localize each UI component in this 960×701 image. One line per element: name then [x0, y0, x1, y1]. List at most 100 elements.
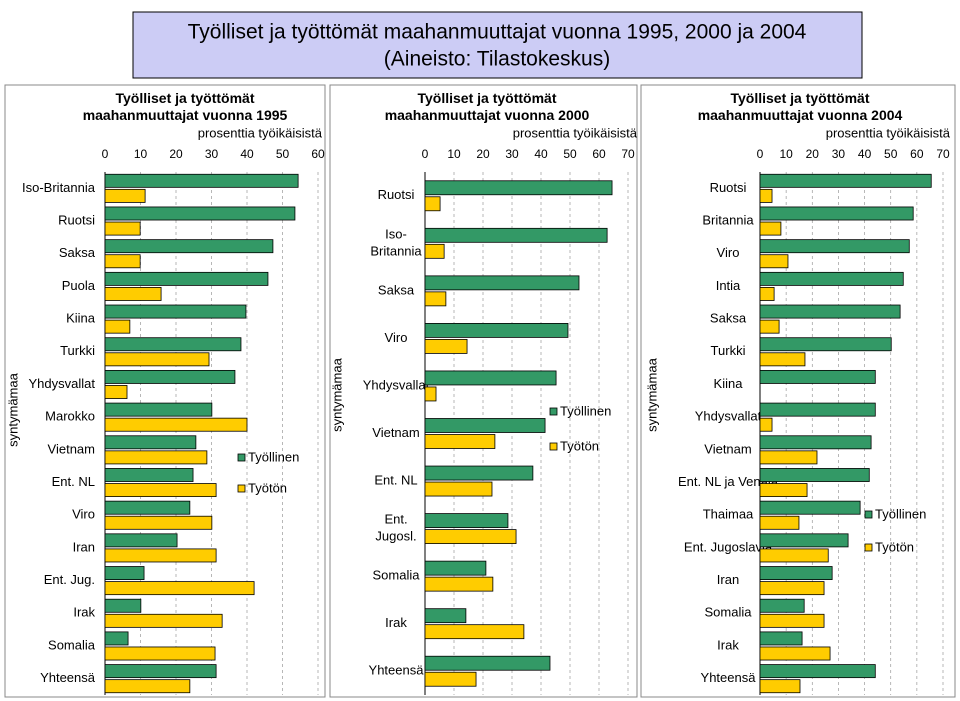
category-label: Viro — [717, 245, 740, 260]
bar — [424, 386, 437, 402]
bar — [104, 385, 128, 399]
category-label: Viro — [385, 330, 408, 345]
category-label: Ruotsi — [710, 180, 747, 195]
bar — [759, 646, 831, 661]
category-label: Saksa — [378, 282, 415, 297]
bar — [759, 352, 806, 367]
category-label: Yhdysvallat — [695, 409, 762, 424]
bar — [104, 417, 248, 432]
bar — [104, 679, 191, 694]
bar — [759, 239, 910, 254]
x-tick-label: 40 — [240, 147, 254, 161]
category-label: Kiina — [66, 311, 96, 326]
category-label: Yhteensä — [40, 670, 96, 685]
bar — [104, 352, 210, 367]
bar — [104, 402, 213, 417]
bar — [759, 613, 825, 628]
category-label: Yhdysvallat — [363, 377, 430, 392]
category-label: Ent. Jugosl. — [375, 512, 416, 544]
bar — [759, 566, 833, 580]
bar — [104, 239, 274, 254]
main-title: Työlliset ja työttömät maahanmuuttajat v… — [188, 21, 807, 44]
category-label: Vietnam — [704, 441, 751, 456]
bar — [759, 483, 808, 498]
chart-title: Työlliset ja työttömät maahanmuuttajat vu… — [83, 90, 288, 123]
category-label: Irak — [73, 605, 95, 620]
category-label: Iso-Britannia — [22, 180, 96, 195]
x-tick-label: 30 — [505, 147, 519, 161]
bar — [104, 646, 216, 661]
x-tick-label: 0 — [102, 147, 109, 161]
chart-title: Työlliset ja työttömät maahanmuuttajat vu… — [385, 90, 590, 123]
category-label: Saksa — [59, 245, 96, 260]
y-axis-label: syntymämaa — [644, 357, 659, 431]
legend-label: Työtön — [875, 539, 914, 554]
bar — [424, 243, 445, 259]
bar — [104, 515, 213, 530]
category-label: Somalia — [48, 637, 96, 652]
bar — [759, 254, 789, 269]
category-label: Ent. Jugoslavia — [684, 539, 773, 554]
category-label: Kiina — [714, 376, 744, 391]
category-label: Yhteensä — [369, 663, 425, 678]
legend-label: Työtön — [248, 480, 287, 495]
category-label: Irak — [717, 637, 739, 652]
bar — [759, 548, 829, 563]
bar — [759, 468, 870, 482]
legend-swatch — [549, 442, 558, 451]
bar — [424, 339, 468, 354]
x-tick-label: 50 — [276, 147, 290, 161]
category-label: Britannia — [702, 212, 754, 227]
panel — [4, 84, 326, 698]
x-tick-label: 30 — [832, 147, 846, 161]
bar — [759, 450, 818, 465]
legend-swatch — [864, 510, 873, 519]
bar — [104, 566, 145, 580]
bar — [104, 271, 269, 286]
bar — [104, 450, 208, 465]
bar — [759, 304, 901, 319]
category-label: Marokko — [45, 409, 95, 424]
bar — [424, 196, 441, 212]
bar — [104, 435, 197, 450]
bar — [759, 319, 780, 334]
bar — [759, 402, 876, 417]
bar — [104, 500, 191, 515]
bar — [759, 533, 849, 548]
x-tick-label: 40 — [858, 147, 872, 161]
x-tick-label: 0 — [757, 147, 764, 161]
bar — [104, 188, 146, 203]
bar — [759, 417, 773, 432]
bar — [104, 254, 141, 269]
x-tick-label: 60 — [910, 147, 924, 161]
bar — [104, 631, 129, 646]
bar — [104, 664, 217, 679]
bar — [424, 370, 557, 386]
main-subtitle: (Aineisto: Tilastokeskus) — [384, 48, 610, 71]
category-label: Somalia — [705, 605, 753, 620]
bar — [759, 581, 825, 596]
bar — [104, 598, 142, 613]
bar — [424, 513, 509, 528]
x-tick-label: 20 — [169, 147, 183, 161]
x-tick-label: 10 — [134, 147, 148, 161]
bar — [104, 287, 162, 301]
bar — [759, 173, 932, 188]
y-axis-label: syntymämaa — [5, 372, 20, 446]
bar — [424, 291, 447, 307]
bar — [104, 581, 255, 596]
category-label: Intia — [716, 278, 741, 293]
legend-label: Työtön — [560, 438, 599, 453]
x-tick-label: 20 — [476, 147, 490, 161]
x-tick-label: 50 — [563, 147, 577, 161]
bar — [104, 369, 236, 384]
legend-label: Työllinen — [248, 449, 299, 464]
x-tick-label: 50 — [884, 147, 898, 161]
category-label: Ent. NL — [52, 474, 95, 489]
title-box — [132, 11, 863, 79]
bar — [759, 598, 805, 613]
bar — [759, 679, 801, 694]
bar — [759, 664, 876, 679]
x-tick-label: 0 — [422, 147, 429, 161]
